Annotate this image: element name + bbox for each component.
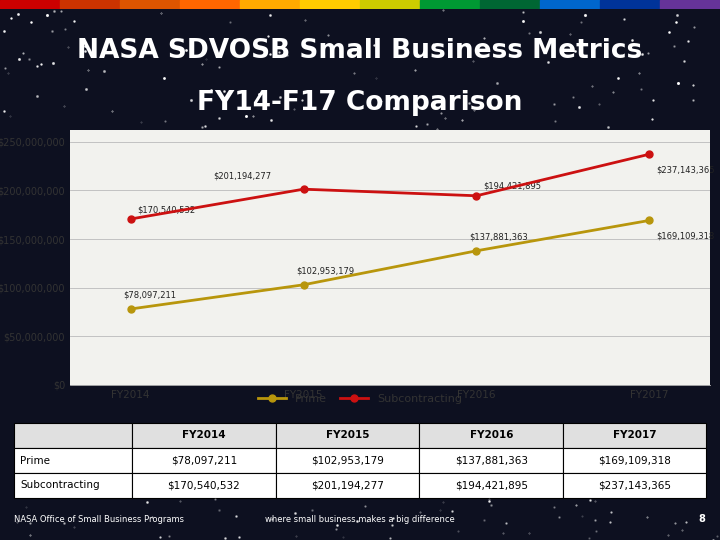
Bar: [600, 0, 660, 9]
Text: Prime: Prime: [20, 456, 50, 465]
Bar: [276, 473, 420, 498]
Text: Subcontracting: Subcontracting: [20, 481, 99, 490]
Text: $102,953,179: $102,953,179: [297, 267, 355, 276]
Bar: [563, 473, 706, 498]
Text: $237,143,365: $237,143,365: [657, 165, 715, 174]
Bar: [276, 423, 420, 448]
Text: $170,540,532: $170,540,532: [168, 481, 240, 490]
Bar: [420, 448, 563, 473]
Text: FY2014: FY2014: [182, 430, 225, 441]
Bar: [480, 0, 540, 9]
Bar: [420, 423, 563, 448]
Bar: [132, 473, 276, 498]
Bar: [563, 423, 706, 448]
Bar: [120, 0, 180, 9]
Text: 8: 8: [698, 514, 706, 524]
Bar: [14, 473, 132, 498]
Text: $169,109,318: $169,109,318: [598, 456, 671, 465]
Text: $201,194,277: $201,194,277: [311, 481, 384, 490]
Text: $194,421,895: $194,421,895: [455, 481, 528, 490]
Text: where small business makes a big difference: where small business makes a big differe…: [265, 515, 455, 523]
Bar: [420, 0, 480, 9]
Bar: [14, 423, 132, 448]
Legend: Prime, Subcontracting: Prime, Subcontracting: [253, 389, 467, 408]
Text: $201,194,277: $201,194,277: [213, 171, 271, 180]
Bar: [60, 0, 120, 9]
Text: $78,097,211: $78,097,211: [124, 291, 176, 300]
Bar: [0, 0, 60, 9]
Bar: [360, 0, 420, 9]
Text: FY2017: FY2017: [613, 430, 656, 441]
Bar: [276, 448, 420, 473]
Bar: [132, 423, 276, 448]
Text: NASA Office of Small Business Programs: NASA Office of Small Business Programs: [14, 515, 184, 523]
Text: FY14-F17 Comparison: FY14-F17 Comparison: [197, 90, 523, 117]
Text: $137,881,363: $137,881,363: [469, 233, 528, 242]
Text: FY2016: FY2016: [469, 430, 513, 441]
Text: $102,953,179: $102,953,179: [311, 456, 384, 465]
Bar: [660, 0, 720, 9]
Text: $137,881,363: $137,881,363: [455, 456, 528, 465]
Bar: [420, 473, 563, 498]
Text: $169,109,318: $169,109,318: [657, 232, 715, 240]
Text: $237,143,365: $237,143,365: [598, 481, 671, 490]
Bar: [300, 0, 360, 9]
Bar: [132, 448, 276, 473]
Bar: [563, 448, 706, 473]
Text: $78,097,211: $78,097,211: [171, 456, 237, 465]
Text: NASA SDVOSB Small Business Metrics: NASA SDVOSB Small Business Metrics: [77, 38, 643, 64]
Bar: [14, 448, 132, 473]
Bar: [540, 0, 600, 9]
Bar: [240, 0, 300, 9]
Text: $194,421,895: $194,421,895: [483, 182, 541, 191]
Text: FY2015: FY2015: [326, 430, 369, 441]
Text: $170,540,532: $170,540,532: [138, 205, 196, 214]
Bar: [180, 0, 240, 9]
